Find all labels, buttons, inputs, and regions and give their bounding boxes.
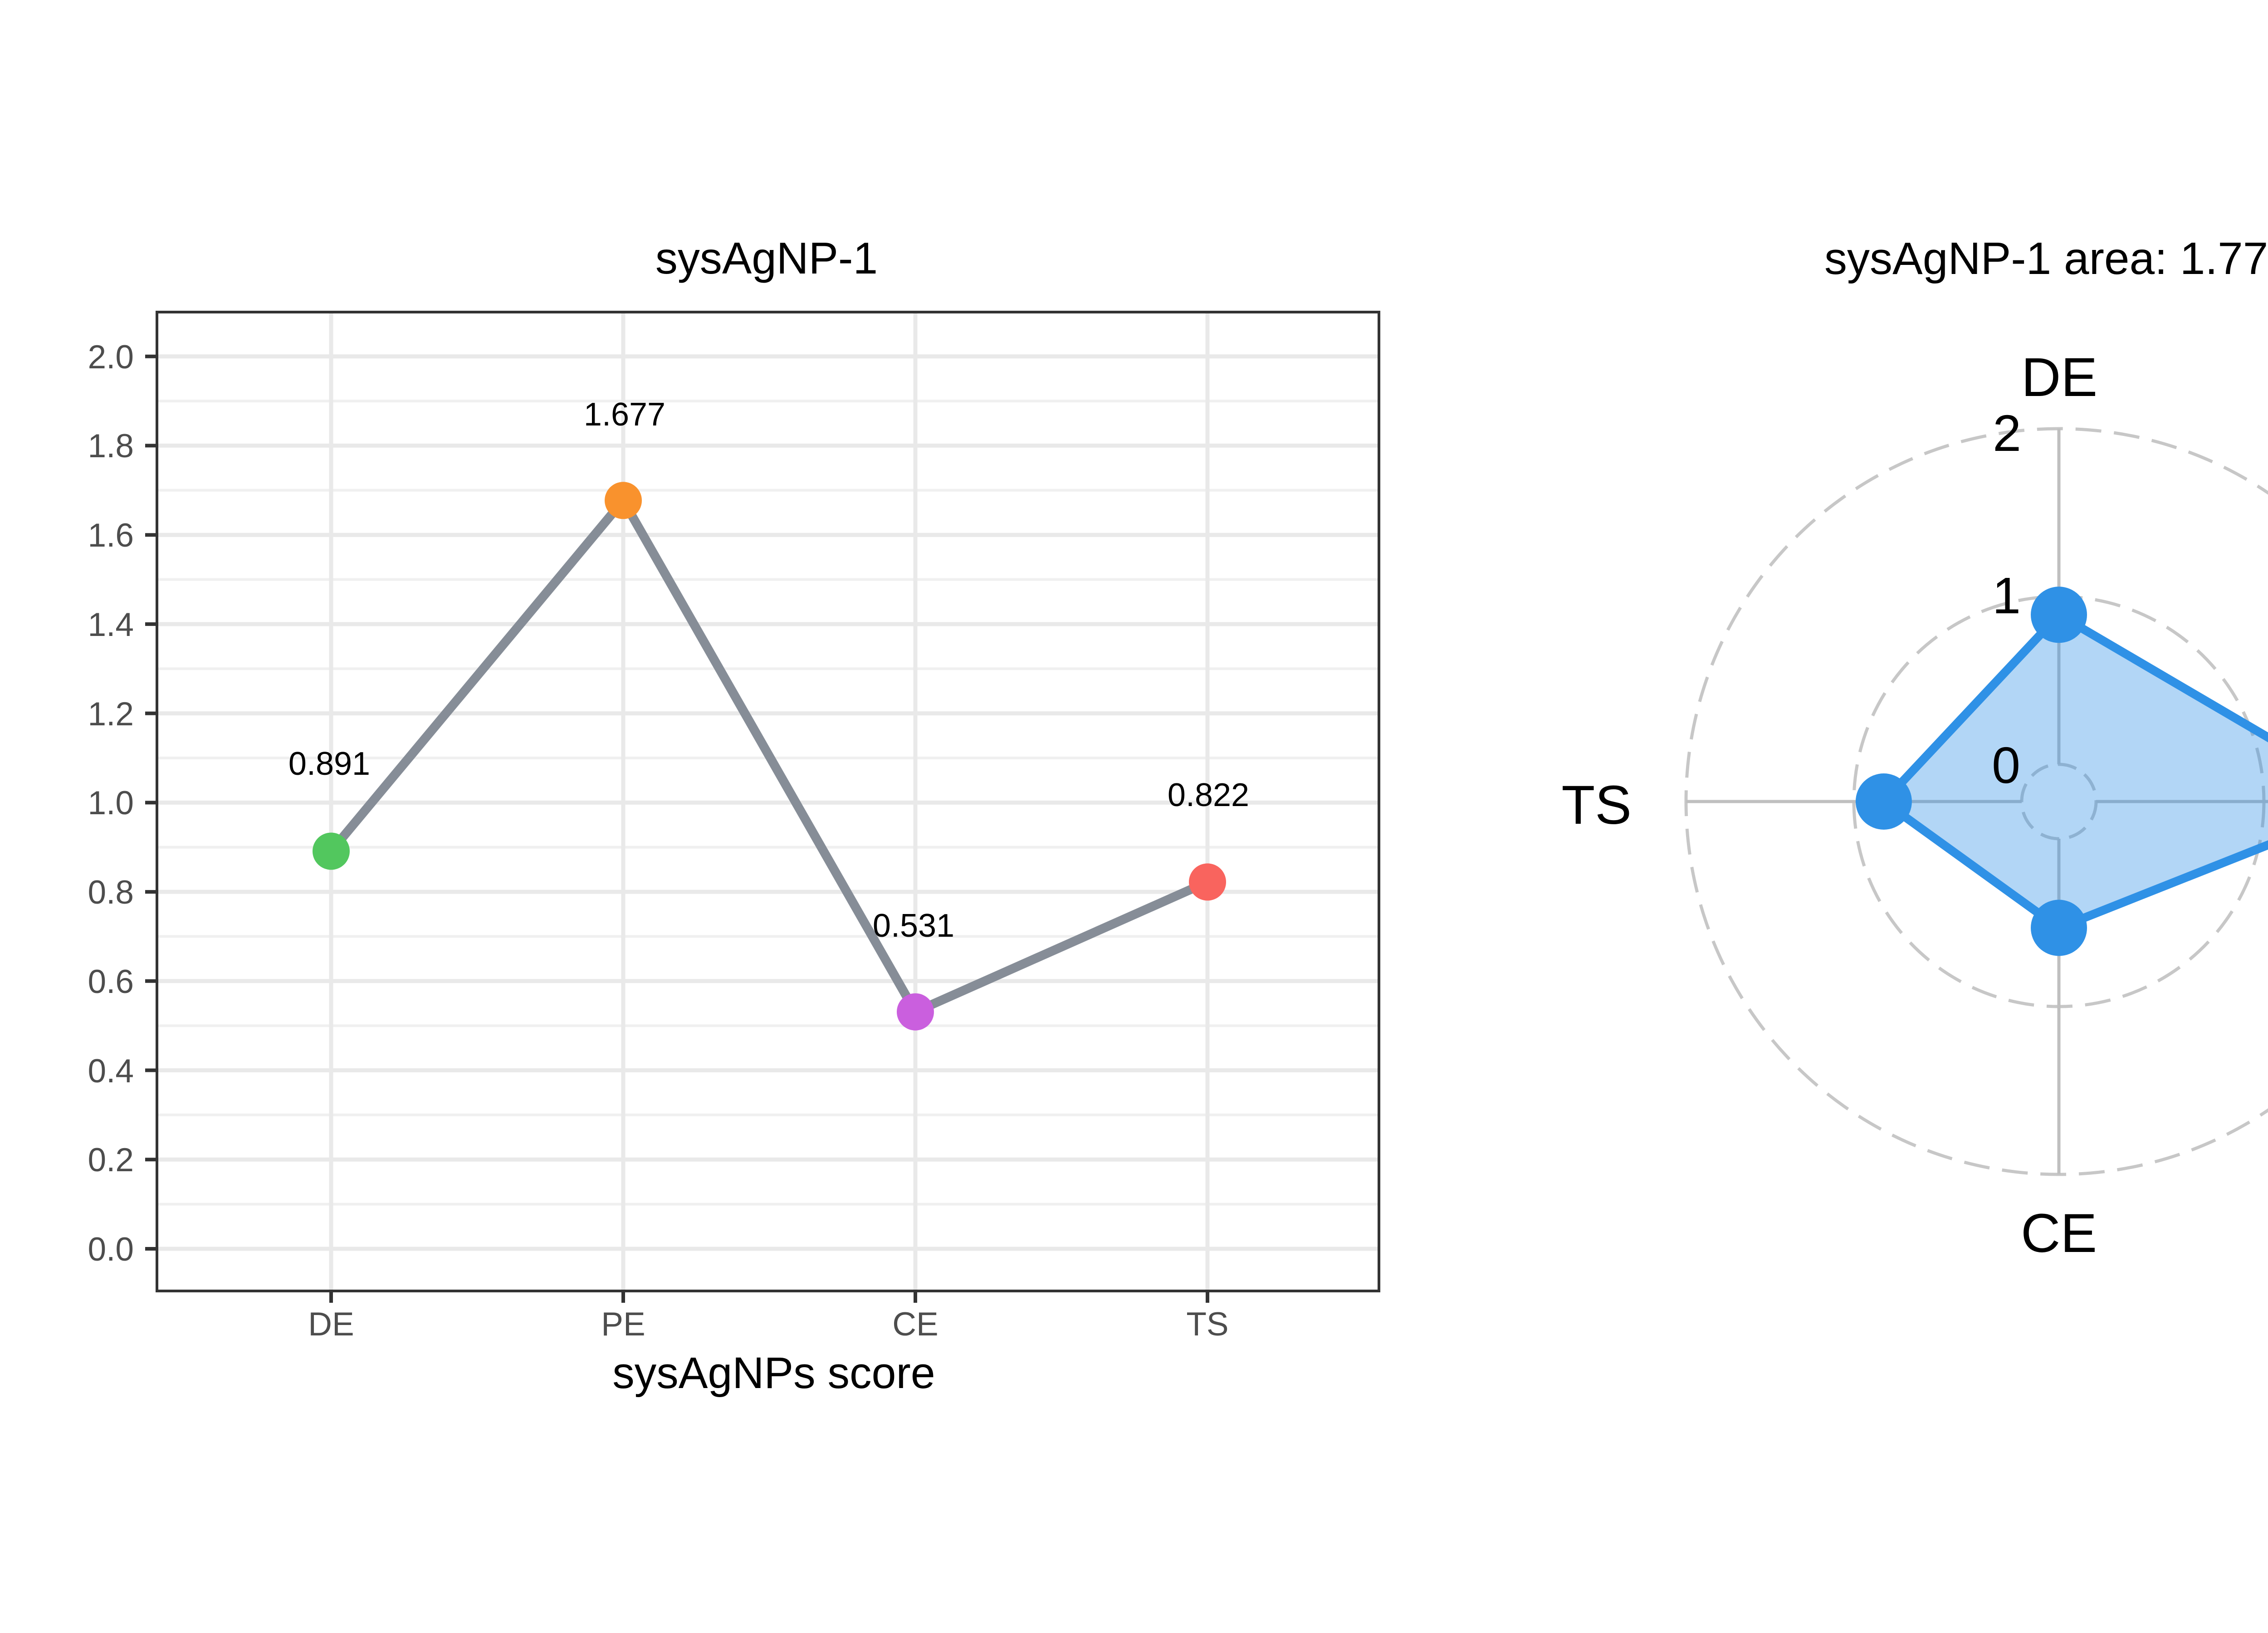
svg-text:CE: CE bbox=[2021, 1202, 2097, 1264]
svg-text:DE: DE bbox=[2021, 346, 2097, 408]
svg-text:0.4: 0.4 bbox=[88, 1053, 134, 1090]
svg-text:1.8: 1.8 bbox=[88, 428, 134, 464]
svg-text:TS: TS bbox=[1186, 1306, 1228, 1343]
svg-text:PE: PE bbox=[601, 1306, 645, 1343]
svg-text:1: 1 bbox=[1992, 567, 2021, 624]
svg-text:1.2: 1.2 bbox=[88, 696, 134, 733]
svg-text:2: 2 bbox=[1993, 405, 2021, 462]
svg-text:0.0: 0.0 bbox=[88, 1231, 134, 1268]
svg-text:1.677: 1.677 bbox=[584, 396, 665, 433]
svg-text:0.6: 0.6 bbox=[88, 963, 134, 1000]
svg-text:1.4: 1.4 bbox=[88, 606, 134, 643]
svg-text:0.2: 0.2 bbox=[88, 1142, 134, 1178]
svg-text:2.0: 2.0 bbox=[88, 339, 134, 376]
svg-text:0.8: 0.8 bbox=[88, 874, 134, 911]
svg-text:sysAgNP-1: sysAgNP-1 bbox=[655, 233, 878, 283]
svg-text:sysAgNPs score: sysAgNPs score bbox=[612, 1348, 935, 1398]
svg-text:0: 0 bbox=[1992, 737, 2020, 794]
svg-text:sysAgNP-1 area: 1.777: sysAgNP-1 area: 1.777 bbox=[1824, 233, 2268, 284]
svg-text:1.6: 1.6 bbox=[88, 517, 134, 554]
svg-text:0.891: 0.891 bbox=[288, 746, 370, 782]
svg-text:CE: CE bbox=[892, 1306, 938, 1343]
svg-text:TS: TS bbox=[1561, 774, 1632, 836]
svg-text:0.822: 0.822 bbox=[1168, 777, 1249, 813]
svg-text:1.0: 1.0 bbox=[88, 785, 134, 821]
svg-text:0.531: 0.531 bbox=[873, 908, 954, 944]
svg-text:DE: DE bbox=[308, 1306, 354, 1343]
